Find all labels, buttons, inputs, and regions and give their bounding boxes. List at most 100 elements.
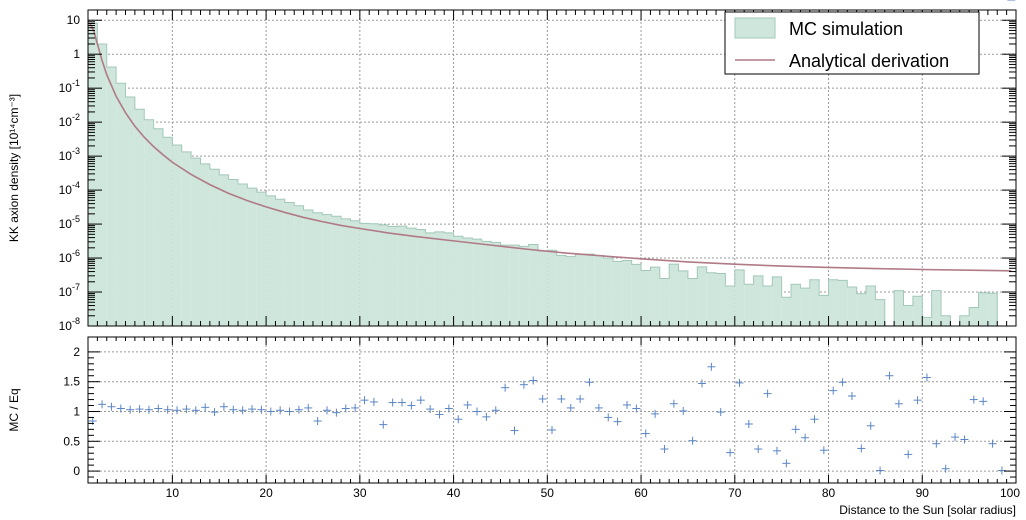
ratio-point-33 <box>388 398 397 407</box>
histogram-bin-73 <box>762 286 773 326</box>
legend-label-analytical: Analytical derivation <box>789 51 949 71</box>
histogram-bin-61 <box>650 267 660 326</box>
histogram-bin-74 <box>772 276 782 326</box>
histogram-bin-26 <box>322 214 332 326</box>
ratio-point-24 <box>304 403 313 412</box>
ratio-point-40 <box>454 415 463 424</box>
ratio-point-57 <box>613 417 622 426</box>
ratio-point-71 <box>744 420 753 429</box>
ratio-point-76 <box>791 425 800 434</box>
ratio-point-84 <box>866 421 875 430</box>
histogram-bin-69 <box>725 286 735 326</box>
ratio-point-4 <box>116 404 125 413</box>
ratio-point-54 <box>585 378 594 387</box>
ratio-point-17 <box>238 406 247 415</box>
ratio-point-96 <box>979 397 988 406</box>
ratio-point-9 <box>163 405 172 414</box>
y-tick-label-bottom-4: 2 <box>73 345 80 359</box>
y-tick-label-bottom-3: 1.5 <box>63 375 80 389</box>
histogram-bin-89 <box>912 296 923 326</box>
histogram-bin-20 <box>266 195 276 326</box>
ratio-point-91 <box>932 439 941 448</box>
ratio-point-37 <box>426 405 435 414</box>
histogram-bin-17 <box>237 184 248 326</box>
histogram-bin-96 <box>978 292 988 326</box>
ratio-point-2 <box>98 400 107 409</box>
ratio-point-38 <box>435 410 444 419</box>
ratio-point-92 <box>941 464 950 473</box>
histogram-bin-9 <box>162 137 173 326</box>
axis-ticks-bottom <box>88 337 1016 484</box>
ratio-point-35 <box>407 401 416 410</box>
y-tick-label-top-5: 10-3 <box>59 146 80 163</box>
histogram-bin-35 <box>406 228 417 326</box>
ratio-point-36 <box>416 396 425 405</box>
ratio-point-97 <box>988 439 997 448</box>
histogram-bin-13 <box>200 163 210 326</box>
plot-frame-bottom <box>87 336 1017 484</box>
histogram-bin-78 <box>809 279 820 326</box>
histogram-bin-59 <box>631 264 642 326</box>
histogram-bin-85 <box>875 299 885 326</box>
ratio-point-74 <box>772 446 781 455</box>
histogram-bin-45 <box>500 245 510 326</box>
ratio-point-3 <box>107 402 116 411</box>
ratio-point-32 <box>379 420 388 429</box>
histogram-bin-60 <box>641 270 651 326</box>
ratio-point-79 <box>819 446 828 455</box>
y-tick-label-top-6: 10-2 <box>59 112 80 129</box>
ratio-point-88 <box>904 450 913 459</box>
histogram-bin-14 <box>209 169 220 326</box>
y-tick-label-top-7: 10-1 <box>59 78 80 95</box>
ratio-point-56 <box>604 413 613 422</box>
ratio-point-77 <box>801 433 810 442</box>
histogram-bin-52 <box>566 256 576 326</box>
histogram-bin-6 <box>134 109 145 326</box>
ratio-point-80 <box>829 386 838 395</box>
legend-label-mc: MC simulation <box>789 19 903 39</box>
ratio-point-41 <box>463 400 472 409</box>
histogram-bin-21 <box>275 199 285 326</box>
ratio-point-44 <box>491 406 500 415</box>
y-tick-label-top-4: 10-4 <box>59 180 80 197</box>
x-tick-label-4: 50 <box>541 486 555 500</box>
histogram-bin-91 <box>931 290 942 326</box>
histogram-bin-68 <box>716 273 726 326</box>
ratio-point-15 <box>219 402 228 411</box>
ratio-point-22 <box>285 407 294 416</box>
y-tick-label-top-0: 10-8 <box>59 316 80 333</box>
y-tick-label-bottom-1: 0.5 <box>63 434 80 448</box>
histogram-bin-97 <box>987 293 998 326</box>
ratio-point-27 <box>332 408 341 417</box>
y-tick-label-top-1: 10-7 <box>59 282 80 299</box>
y-tick-label-top-3: 10-5 <box>59 214 80 231</box>
ratio-point-29 <box>351 403 360 412</box>
ratio-point-31 <box>369 397 378 406</box>
histogram-bin-90 <box>922 317 932 326</box>
histogram-bin-54 <box>584 254 595 326</box>
ratio-point-20 <box>266 407 275 416</box>
histogram-bin-46 <box>509 245 520 326</box>
ratio-point-8 <box>154 404 163 413</box>
histogram-bin-76 <box>791 284 801 326</box>
x-tick-label-8: 90 <box>916 486 930 500</box>
histogram-bin-75 <box>781 297 792 326</box>
histogram-bin-50 <box>547 250 557 326</box>
y-tick-label-bottom-0: 0 <box>73 464 80 478</box>
ratio-point-86 <box>885 371 894 380</box>
histogram-bin-84 <box>866 286 876 326</box>
ratio-point-7 <box>144 405 153 414</box>
ratio-point-23 <box>294 405 303 414</box>
histogram-bin-29 <box>350 220 360 326</box>
ratio-point-45 <box>501 383 510 392</box>
x-tick-label-1: 20 <box>259 486 273 500</box>
ratio-point-75 <box>782 459 791 468</box>
histogram-bin-64 <box>678 270 688 326</box>
x-tick-label-2: 30 <box>353 486 367 500</box>
ratio-panel: 00.511.52 10 20 30 40 50 60 70 80 90 100 MC / Eq … <box>7 0 1020 517</box>
ratio-point-69 <box>726 448 735 457</box>
histogram-bin-82 <box>847 287 857 326</box>
ratio-point-72 <box>754 445 763 454</box>
ratio-point-25 <box>313 417 322 426</box>
